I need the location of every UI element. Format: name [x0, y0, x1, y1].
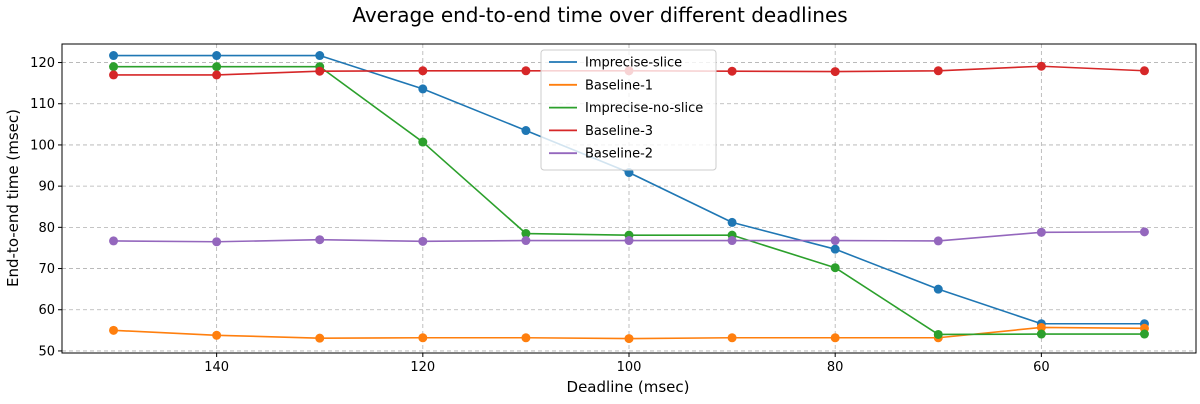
data-point-baseline-3 — [1139, 66, 1149, 76]
y-tick-label: 70 — [38, 262, 55, 277]
data-point-baseline-3 — [1036, 61, 1046, 71]
chart-title: Average end-to-end time over different d… — [352, 3, 847, 27]
data-point-imprecise-no-slice — [933, 329, 943, 339]
data-point-baseline-2 — [521, 236, 531, 246]
data-point-imprecise-slice — [727, 217, 737, 227]
y-tick-label: 100 — [30, 138, 55, 153]
data-point-imprecise-slice — [109, 51, 119, 61]
data-point-imprecise-slice — [933, 284, 943, 294]
data-point-baseline-2 — [1139, 227, 1149, 237]
legend-entry: Baseline-1 — [585, 78, 653, 93]
data-point-baseline-1 — [727, 333, 737, 343]
data-point-imprecise-slice — [830, 244, 840, 254]
legend-box — [540, 49, 717, 171]
data-point-baseline-1 — [315, 333, 325, 343]
data-point-imprecise-slice — [212, 51, 222, 61]
data-point-baseline-3 — [315, 66, 325, 76]
data-point-imprecise-slice — [315, 51, 325, 61]
data-point-baseline-3 — [212, 70, 222, 80]
data-point-baseline-3 — [933, 66, 943, 76]
x-tick-label: 140 — [204, 360, 229, 375]
legend-entry: Imprecise-slice — [585, 56, 682, 71]
data-point-baseline-2 — [830, 236, 840, 246]
x-tick-label: 100 — [617, 360, 642, 375]
data-point-baseline-3 — [727, 66, 737, 76]
y-tick-label: 60 — [38, 303, 55, 318]
x-tick-label: 80 — [827, 360, 844, 375]
data-point-baseline-2 — [212, 237, 222, 247]
data-point-imprecise-no-slice — [1036, 329, 1046, 339]
data-point-imprecise-no-slice — [1139, 329, 1149, 339]
series-imprecise-no-slice — [109, 62, 1149, 339]
data-point-baseline-2 — [109, 236, 119, 246]
plot-frame — [61, 43, 1197, 354]
data-point-imprecise-slice — [521, 126, 531, 136]
axis-ticks: 140 120 100 80 60 50 60 70 80 90 100 110 120 — [30, 56, 1049, 375]
data-point-baseline-2 — [727, 236, 737, 246]
data-point-baseline-2 — [1036, 227, 1046, 237]
data-point-imprecise-no-slice — [418, 137, 428, 147]
x-tick-label: 60 — [1033, 360, 1050, 375]
data-point-baseline-1 — [212, 330, 222, 340]
y-tick-label: 50 — [38, 344, 55, 359]
x-tick-label: 120 — [410, 360, 435, 375]
series-baseline-2 — [109, 227, 1149, 247]
data-point-imprecise-no-slice — [109, 62, 119, 72]
legend-entry: Baseline-2 — [585, 147, 653, 162]
data-point-baseline-2 — [418, 236, 428, 246]
legend-entry: Imprecise-no-slice — [585, 101, 703, 116]
data-point-imprecise-slice — [418, 84, 428, 94]
data-point-baseline-1 — [418, 333, 428, 343]
data-point-baseline-1 — [1036, 322, 1046, 332]
data-point-imprecise-no-slice — [830, 263, 840, 273]
data-point-baseline-2 — [624, 236, 634, 246]
data-point-baseline-3 — [418, 66, 428, 76]
y-tick-label: 120 — [30, 56, 55, 71]
legend-entry: Baseline-3 — [585, 124, 653, 139]
legend: Imprecise-slice Baseline-1 Imprecise-no-sl… — [540, 49, 717, 171]
data-point-baseline-1 — [521, 333, 531, 343]
data-point-baseline-1 — [109, 325, 119, 335]
data-point-baseline-2 — [933, 236, 943, 246]
y-tick-label: 80 — [38, 221, 55, 236]
data-point-imprecise-no-slice — [521, 229, 531, 239]
y-tick-label: 90 — [38, 180, 55, 195]
x-axis-label: Deadline (msec) — [567, 378, 690, 396]
data-point-imprecise-no-slice — [212, 62, 222, 72]
data-point-baseline-1 — [830, 333, 840, 343]
y-axis-label: End-to-end time (msec) — [4, 109, 22, 287]
data-point-baseline-2 — [315, 235, 325, 245]
y-tick-label: 110 — [30, 97, 55, 112]
data-point-baseline-3 — [830, 67, 840, 77]
data-point-baseline-3 — [521, 66, 531, 76]
data-point-baseline-3 — [109, 70, 119, 80]
data-point-baseline-1 — [624, 334, 634, 344]
